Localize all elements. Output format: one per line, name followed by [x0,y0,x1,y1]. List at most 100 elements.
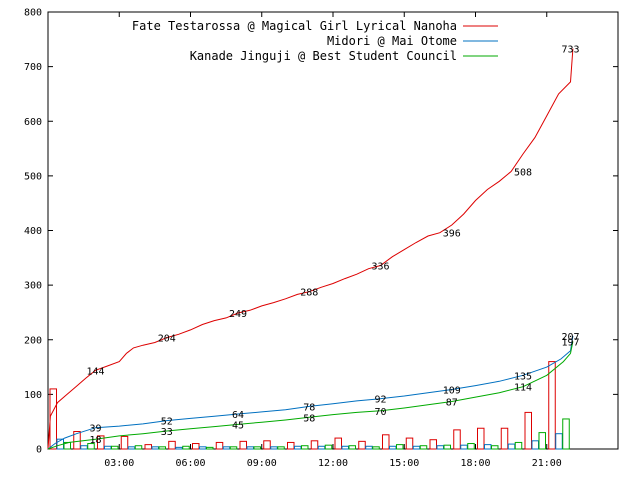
hourly-bar [206,446,214,450]
hourly-bar [524,411,532,450]
y-tick-label: 200 [24,335,42,346]
hourly-bar [175,446,183,450]
point-labels: 144 204 249 288 336 396 508 733 39 52 64 78 92 109 135… [86,45,579,447]
hourly-bar [372,446,380,450]
cumulative-lines [47,48,574,450]
legend-label: Midori @ Mai Otome [327,34,457,48]
data-label: 70 [374,407,386,418]
data-label: 18 [89,435,101,446]
x-tick-label: 18:00 [460,458,490,469]
data-label: 78 [303,402,315,413]
hourly-bar [49,388,57,450]
legend-label: Kanade Jinguji @ Best Student Council [190,49,457,63]
data-label: 135 [514,371,532,382]
hourly-bar [294,445,302,450]
data-label: 197 [561,337,579,348]
hourly-bar [419,445,428,450]
y-tick-label: 400 [24,226,42,237]
x-tick-label: 12:00 [318,458,348,469]
x-tick-label: 21:00 [532,458,562,469]
hourly-bar [389,445,397,450]
plot-area-frame [47,11,619,450]
data-label: 87 [446,397,458,408]
hourly-bar [507,443,516,450]
hourly-bar [134,445,143,450]
hourly-bar [277,446,285,450]
hourly-bar [301,445,309,450]
hourly-bar [239,440,247,450]
hourly-bar [144,444,152,450]
hourly-bars [49,361,570,450]
hourly-bar [531,440,539,450]
y-tick-label: 0 [36,445,42,456]
legend: Fate Testarossa @ Magical Girl Lyrical N… [132,19,498,63]
y-tick-label: 600 [24,117,42,128]
hourly-bar [215,441,224,450]
hourly-bar [199,446,207,450]
hourly-bar [192,443,200,450]
hourly-bar [168,440,176,450]
data-label: 33 [161,427,173,438]
y-tick-label: 800 [24,8,42,19]
hourly-bar [460,444,468,450]
hourly-bar [348,445,356,450]
legend-label: Fate Testarossa @ Magical Girl Lyrical N… [132,19,457,33]
data-label: 336 [371,261,389,272]
series-line [47,341,574,450]
hourly-bar [436,445,444,450]
hourly-bar [500,427,509,450]
hourly-bar [87,443,95,450]
hourly-bar [341,445,349,450]
data-label: 207 [561,332,579,343]
y-tick-label: 100 [24,390,42,401]
hourly-bar [365,445,373,450]
y-tick-label: 300 [24,281,42,292]
data-label: 45 [232,420,244,431]
hourly-bar [396,444,404,450]
hourly-bar [310,440,319,450]
hourly-bar [382,434,390,450]
hourly-bar [104,445,112,450]
data-label: 733 [561,45,579,56]
hourly-bar [263,440,271,450]
data-label: 288 [300,288,318,299]
data-label: 396 [443,229,461,240]
y-axis: 0 100 200 300 400 500 600 700 800 [24,8,618,456]
hourly-bar [287,441,295,450]
hourly-bar [222,446,231,450]
data-label: 64 [232,410,244,421]
x-tick-label: 06:00 [175,458,205,469]
data-label: 114 [514,383,532,394]
hourly-bar [120,435,129,450]
hourly-bar [429,439,437,450]
hourly-bar [182,445,190,450]
hourly-bar [317,445,326,450]
series-line [47,48,574,450]
data-label: 144 [86,366,104,377]
hourly-bar [73,431,81,450]
series-line [47,335,574,450]
y-tick-label: 500 [24,171,42,182]
hourly-bar [453,429,461,450]
hourly-bar [548,361,556,450]
hourly-bar [334,437,342,450]
hourly-bar [555,433,563,450]
hourly-bar [80,445,88,450]
data-label: 58 [303,413,315,424]
hourly-bar [158,446,166,450]
y-tick-label: 700 [24,62,42,73]
hourly-bar [514,441,523,450]
hourly-bar [246,446,254,450]
data-label: 39 [89,424,101,435]
hourly-bar [127,446,136,450]
hourly-bar [467,443,475,450]
x-axis: 03:00 06:00 09:00 12:00 15:00 18:00 21:00 [104,12,562,469]
hourly-bar [562,418,570,450]
hourly-bar [111,445,119,450]
data-label: 52 [161,417,173,428]
hourly-bar [324,444,333,450]
data-label: 508 [514,168,532,179]
x-tick-label: 03:00 [104,458,134,469]
hourly-bar [63,441,71,450]
